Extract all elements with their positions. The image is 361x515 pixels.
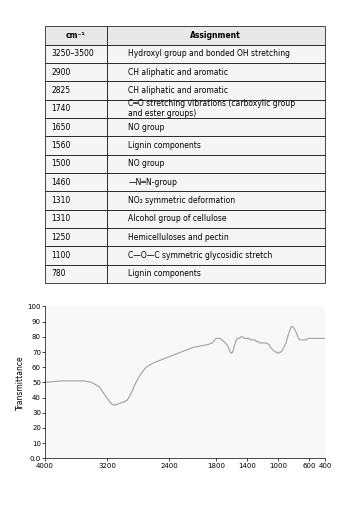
Y-axis label: Transmittance: Transmittance [16, 355, 25, 410]
